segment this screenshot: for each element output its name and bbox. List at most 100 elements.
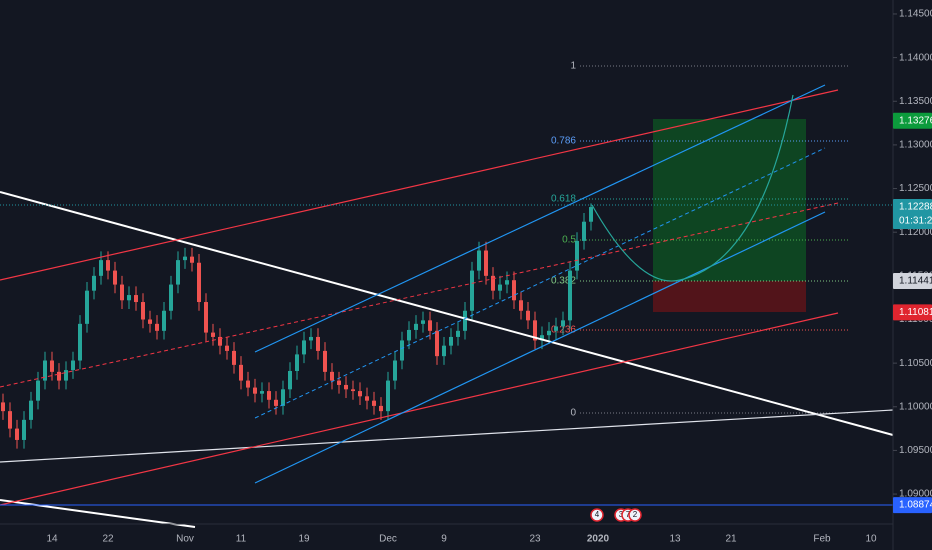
y-tick-label: 1.09500 [899,445,932,456]
candle-body [211,332,215,337]
candle-body [218,336,222,346]
candle-body [288,370,292,390]
price-tag [893,304,932,321]
candle-body [1,402,5,412]
candle-body [372,400,376,406]
fib-label: 0.5 [562,235,576,246]
channel-line [0,312,839,506]
candle-body [85,290,89,324]
candle-body [113,270,117,285]
trend-line [0,191,894,436]
candle-body [547,330,551,336]
candle-body [526,310,530,321]
candle-body [15,428,19,440]
x-tick-label: Dec [379,534,397,545]
candle-body [449,336,453,346]
fib-label: 0.786 [551,136,576,147]
candle-body [183,256,187,261]
candle-body [568,270,572,321]
candle-body [442,345,446,357]
trend-line [0,409,894,463]
x-tick-label: 19 [298,534,310,545]
candle-body [512,280,516,301]
candle-body [120,284,124,301]
candle-body [386,380,390,412]
x-tick-label: 10 [865,534,877,545]
price-tag-label: 1.08874 [899,500,932,511]
projection-curve [591,94,794,282]
candle-body [36,380,40,401]
price-tag-label: 1.11441 [899,276,932,287]
channel-midline [254,147,826,419]
price-tag-label: 1.13276 [899,115,932,126]
candle-body [337,380,341,385]
candle-body [281,389,285,406]
x-tick-label: Feb [813,534,831,545]
candle-body [43,360,47,381]
candle-body [197,262,201,303]
price-tag-label: 1.11081 [899,307,932,318]
candle-body [141,302,145,320]
candle-body [71,360,75,371]
candle-body [309,336,313,341]
price-tag [893,497,932,514]
candle-body [8,411,12,429]
candle-body [519,300,523,311]
candle-body [540,335,544,341]
candle-body [351,389,355,392]
x-tick-label: 11 [236,534,247,545]
candle-body [435,330,439,357]
x-tick-label: 14 [46,534,58,545]
candle-body [127,295,131,301]
fib-label: 0.236 [551,325,576,336]
x-tick-label: 2020 [587,534,610,545]
candle-body [190,256,194,263]
candle-body [407,329,411,341]
y-tick-label: 1.14000 [899,52,932,63]
candle-body [561,320,565,327]
candle-body [344,384,348,390]
candle-body [232,350,236,365]
candle-body [302,340,306,355]
candle-body [225,345,229,351]
y-tick-label: 1.14500 [899,9,932,20]
y-tick-label: 1.10500 [899,358,932,369]
y-tick-label: 1.13500 [899,96,932,107]
candle-body [323,350,327,372]
y-tick-label: 1.12500 [899,183,932,194]
candles [1,203,593,449]
candle-body [330,371,334,381]
candle-body [533,320,537,341]
channel-midline [0,202,839,388]
price-tag [893,272,932,289]
candle-body [505,280,509,285]
event-marker [590,508,604,522]
candle-body [134,295,138,303]
candle-body [491,275,495,291]
candle-body [64,370,68,381]
candle-body [470,270,474,311]
drawings [0,84,894,528]
candle-body [498,284,502,291]
x-tick-label: 21 [725,534,737,545]
profit-zone [653,119,806,281]
candle-body [176,260,180,285]
x-tick-label: Nov [176,534,194,545]
candle-body [169,284,173,311]
candle-body [260,391,264,394]
candle-body [316,336,320,351]
y-tick-label: 1.10000 [899,401,932,412]
fib-label: 0.382 [551,276,576,287]
candle-body [365,396,369,401]
channel-line [254,84,826,353]
loss-zone [653,281,806,312]
price-tag [893,112,932,129]
x-tick-label: 23 [529,534,541,545]
candle-body [246,380,250,388]
price-tag-label: 1.12288 [899,202,932,213]
candle-body [106,260,110,271]
candle-body [400,340,404,361]
